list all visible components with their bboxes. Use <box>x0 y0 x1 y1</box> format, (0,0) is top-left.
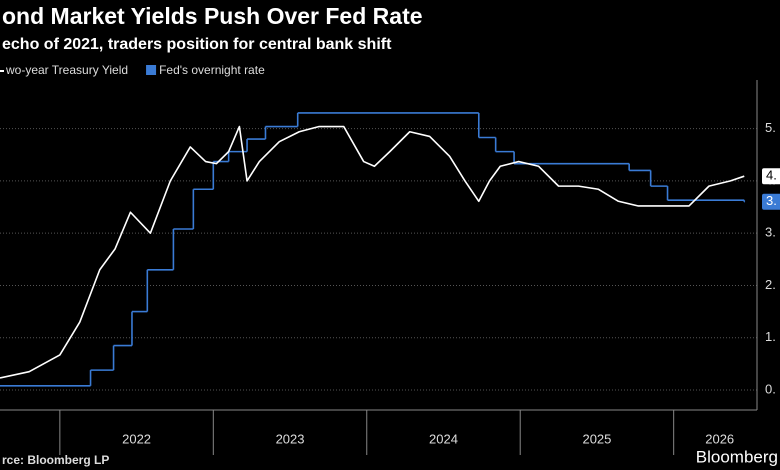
x-tick-label: 2022 <box>122 431 151 446</box>
end-marker <box>762 168 780 185</box>
legend-label: Fed's overnight rate <box>159 63 265 77</box>
y-tick-label: 5. <box>765 120 776 135</box>
legend-label: wo-year Treasury Yield <box>5 63 128 77</box>
source: rce: Bloomberg LP <box>2 453 109 467</box>
y-tick-label: 1. <box>765 329 776 344</box>
yield-line <box>0 125 745 379</box>
chart-subtitle: echo of 2021, traders position for centr… <box>2 36 392 53</box>
end-label: 4. <box>766 168 777 183</box>
end-marker <box>762 193 780 210</box>
chart-title: ond Market Yields Push Over Fed Rate <box>2 3 423 29</box>
end-label: 3. <box>766 193 777 208</box>
brand: Bloomberg <box>696 447 778 466</box>
x-tick-label: 2023 <box>276 431 305 446</box>
x-tick-label: 2026 <box>705 431 734 446</box>
y-tick-label: 3. <box>765 225 776 240</box>
x-tick-label: 2024 <box>429 431 458 446</box>
x-tick-label: 2025 <box>582 431 611 446</box>
y-tick-label: 2. <box>765 277 776 292</box>
legend-swatch <box>146 65 157 75</box>
y-tick-label: 0. <box>765 381 776 396</box>
